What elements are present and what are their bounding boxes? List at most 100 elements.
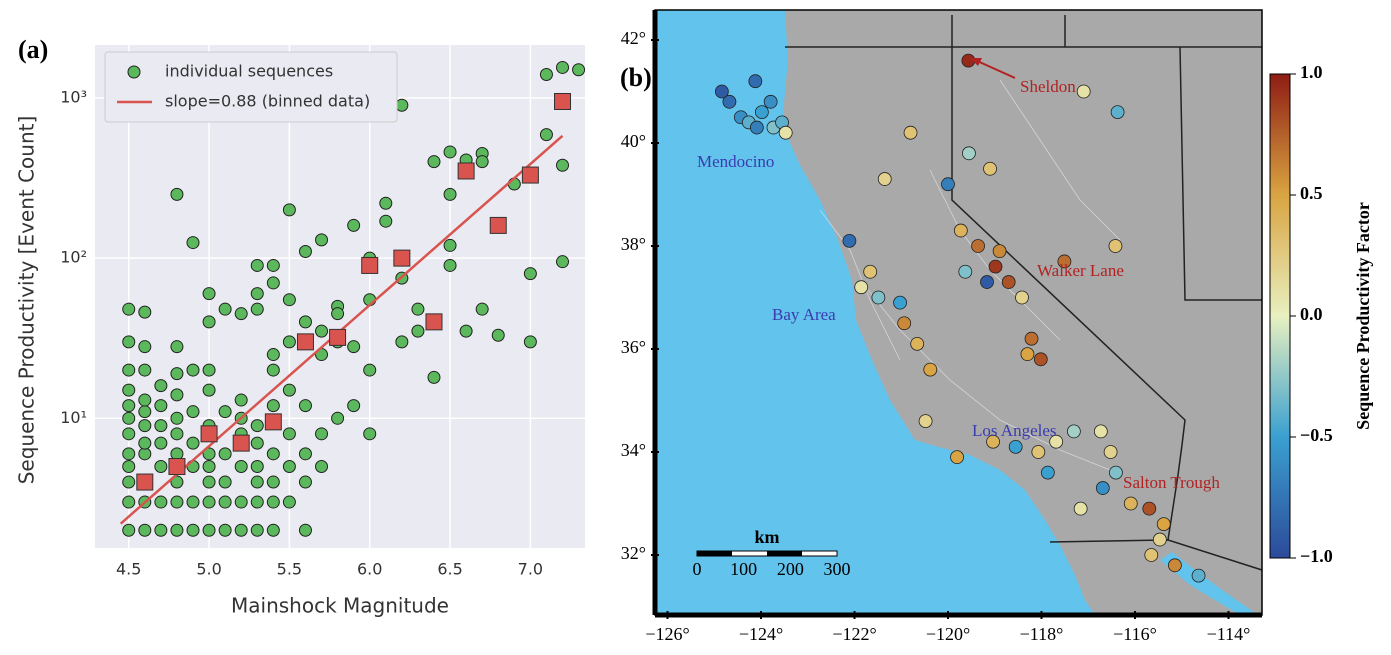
x-tick-label: 6.0	[357, 560, 382, 579]
y-tick-label: 40°	[621, 131, 646, 151]
point	[219, 496, 231, 508]
point	[267, 524, 279, 536]
point	[155, 420, 167, 432]
point	[203, 461, 215, 473]
point	[540, 69, 552, 81]
earthquake-sequence	[1009, 440, 1022, 453]
figure: (a) 4.55.05.56.06.57.010¹10²10³individua…	[0, 0, 1391, 651]
point	[557, 256, 569, 268]
point	[235, 394, 247, 406]
point	[139, 524, 151, 536]
point	[203, 364, 215, 376]
legend-label: slope=0.88 (binned data)	[165, 92, 370, 111]
earthquake-sequence	[904, 126, 917, 139]
x-tick-label: 4.5	[116, 560, 141, 579]
point	[364, 364, 376, 376]
annotation: Mendocino	[697, 152, 774, 171]
point	[332, 412, 344, 424]
colorbar-tick-label: −0.5	[1300, 425, 1333, 445]
earthquake-sequence	[951, 451, 964, 464]
earthquake-sequence	[1096, 482, 1109, 495]
y-tick-label: 38°	[621, 234, 646, 254]
point	[123, 524, 135, 536]
point	[123, 461, 135, 473]
point	[444, 146, 456, 158]
point	[187, 437, 199, 449]
point	[283, 336, 295, 348]
point	[155, 496, 167, 508]
panel-label: (b)	[620, 63, 652, 92]
point	[139, 448, 151, 460]
earthquake-sequence	[1041, 466, 1054, 479]
binned-point	[426, 314, 442, 330]
y-tick-label: 10³	[60, 87, 87, 106]
point	[171, 412, 183, 424]
point	[492, 329, 504, 341]
point	[251, 461, 263, 473]
scale-bar-segment	[767, 551, 802, 556]
point	[283, 496, 295, 508]
earthquake-sequence	[981, 276, 994, 289]
point	[332, 308, 344, 320]
legend-label: individual sequences	[165, 62, 333, 81]
point	[267, 349, 279, 361]
point	[139, 394, 151, 406]
point	[219, 303, 231, 315]
point	[476, 303, 488, 315]
point	[557, 61, 569, 73]
point	[139, 420, 151, 432]
earthquake-sequence	[962, 147, 975, 160]
point	[139, 406, 151, 418]
point	[123, 412, 135, 424]
binned-point	[137, 474, 153, 490]
earthquake-sequence	[1109, 240, 1122, 253]
earthquake-sequence	[1145, 549, 1158, 562]
scale-bar-label: km	[754, 527, 779, 547]
scale-bar-tick: 0	[693, 559, 702, 579]
point	[123, 400, 135, 412]
x-axis-label: Mainshock Magnitude	[231, 594, 449, 618]
earthquake-sequence	[779, 126, 792, 139]
point	[396, 99, 408, 111]
binned-point	[169, 459, 185, 475]
y-tick-label: 10¹	[60, 408, 87, 427]
earthquake-sequence	[1168, 559, 1181, 572]
point	[524, 336, 536, 348]
earthquake-sequence	[864, 265, 877, 278]
point	[540, 129, 552, 141]
point	[123, 303, 135, 315]
point	[348, 219, 360, 231]
point	[219, 406, 231, 418]
x-tick-label: −120°	[926, 624, 970, 644]
point	[139, 437, 151, 449]
point	[267, 259, 279, 271]
point	[476, 156, 488, 168]
point	[364, 428, 376, 440]
point	[251, 437, 263, 449]
earthquake-sequence	[1109, 466, 1122, 479]
earthquake-sequence	[1034, 353, 1047, 366]
point	[219, 524, 231, 536]
earthquake-sequence	[898, 317, 911, 330]
x-tick-label: −118°	[1020, 624, 1064, 644]
point	[123, 336, 135, 348]
binned-point	[201, 426, 217, 442]
point	[219, 448, 231, 460]
binned-point	[330, 329, 346, 345]
point	[380, 197, 392, 209]
y-tick-label: 32°	[621, 543, 646, 563]
scale-bar-segment	[697, 551, 732, 556]
point	[155, 400, 167, 412]
earthquake-sequence	[1104, 446, 1117, 459]
earthquake-sequence	[1143, 502, 1156, 515]
earthquake-sequence	[843, 234, 856, 247]
point	[123, 428, 135, 440]
legend-swatch	[128, 66, 140, 78]
earthquake-sequence	[1015, 291, 1028, 304]
y-tick-label: 10²	[60, 248, 87, 267]
y-tick-label: 36°	[621, 337, 646, 357]
x-tick-label: −126°	[645, 624, 689, 644]
earthquake-sequence	[954, 224, 967, 237]
earthquake-sequence	[1157, 518, 1170, 531]
point	[235, 496, 247, 508]
